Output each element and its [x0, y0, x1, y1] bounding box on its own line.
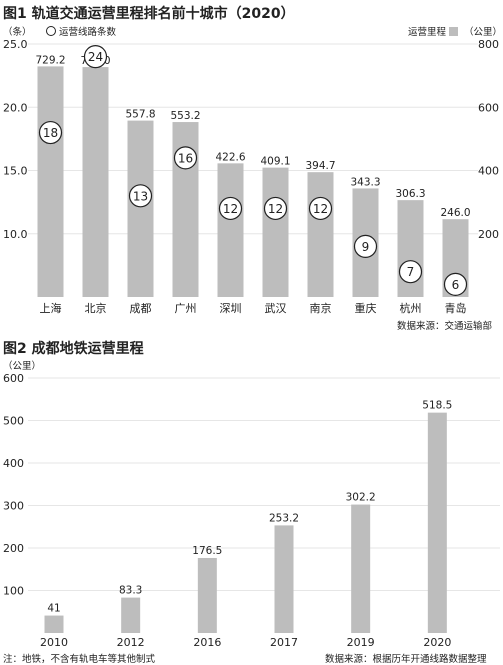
chart2-bar-value-label: 518.5: [422, 400, 452, 412]
chart1-line-count-marker: [308, 196, 333, 221]
chart1-legend-bars: 运营里程: [408, 24, 459, 38]
chart1-line-count-label: 6: [452, 278, 460, 292]
chart1-line-count-label: 13: [133, 189, 148, 203]
chart1-bar-value-label: 553.2: [170, 110, 200, 122]
chart2-bar-value-label: 83.3: [119, 585, 142, 597]
chart1-bar: [262, 167, 289, 297]
chart2-bar-value-label: 176.5: [192, 545, 222, 557]
chart2-y-tick-label: 600: [3, 372, 24, 385]
chart1-bar: [82, 67, 109, 298]
chart2-bar: [427, 412, 447, 633]
chart2-bar-value-label: 253.2: [269, 512, 299, 524]
chart2-category-label: 2020: [423, 636, 451, 649]
chart1-line-count-label: 12: [313, 202, 328, 216]
chart1-bar-value-label: 557.8: [125, 109, 155, 121]
chart2-y-tick-label: 200: [3, 542, 24, 555]
chart1-line-count-marker: [398, 260, 423, 284]
chart2-category-label: 2016: [193, 636, 221, 649]
chart1-line-count-label: 12: [223, 202, 238, 216]
chart1-bar-value-label: 246.0: [440, 207, 470, 219]
chart1-line-count-marker: [263, 196, 288, 221]
chart2-bar-value-label: 41: [47, 603, 60, 615]
chart1-bar-value-label: 729.2: [35, 54, 65, 66]
chart2-category-label: 2017: [270, 636, 298, 649]
chart1-legend-circles-label: 运营线路条数: [59, 27, 117, 38]
chart1-bar: [217, 163, 244, 297]
chart1-bar-value-label: 343.3: [350, 176, 380, 188]
chart2-source: 数据来源：根据历年开通线路数据整理: [325, 654, 487, 665]
chart1-line-count-label: 24: [88, 50, 103, 64]
chart1-category-label: 青岛: [445, 301, 467, 315]
chart1-right-tick-label: 200: [478, 228, 499, 241]
chart1-line-count-marker: [443, 272, 468, 296]
chart1-line-count-marker: [83, 45, 108, 69]
legend-circle-icon: [46, 26, 56, 36]
chart1-line-count-marker: [218, 196, 243, 221]
chart2-note: 注：地铁，不含有轨电车等其他制式: [3, 654, 156, 665]
chart2-category-label: 2012: [117, 636, 145, 649]
chart1-category-label: 重庆: [355, 301, 377, 315]
chart2-category-label: 2010: [40, 636, 68, 649]
chart2-bar: [121, 597, 141, 633]
chart1-source: 数据来源：交通运输部: [397, 321, 493, 332]
chart1-line-count-marker: [38, 120, 63, 145]
chart1-bar-value-label: 306.3: [395, 188, 425, 200]
chart1-category-label: 武汉: [265, 302, 287, 315]
chart1-line-count-label: 12: [268, 202, 283, 216]
chart1-line-count-marker: [353, 234, 378, 258]
chart1-category-label: 南京: [310, 301, 332, 315]
chart1-category-label: 北京: [85, 301, 107, 315]
chart1-bar: [127, 120, 154, 297]
chart2-bar: [351, 504, 371, 633]
chart1-bar: [307, 172, 334, 297]
chart2-y-tick-label: 100: [3, 585, 24, 598]
chart2-bar: [44, 615, 64, 633]
chart1-plot: 25.020.015.010.0800600400200729.218上海727…: [3, 38, 499, 315]
chart1-bar-value-label: 394.7: [305, 160, 335, 172]
chart1-title: 图1 轨道交通运营里程排名前十城市（2020）: [3, 6, 295, 22]
chart1-category-label: 上海: [40, 301, 62, 315]
chart2-bar-value-label: 302.2: [346, 492, 376, 504]
chart2-category-label: 2019: [347, 636, 375, 649]
chart1-left-tick-label: 15.0: [3, 165, 28, 178]
chart2-y-tick-label: 400: [3, 457, 24, 470]
chart1-line-count-label: 16: [178, 151, 193, 165]
chart2-y-tick-label: 500: [3, 415, 24, 428]
chart1-right-tick-label: 800: [478, 38, 499, 51]
chart2-title: 图2 成都地铁运营里程: [3, 341, 144, 357]
chart1-left-tick-label: 10.0: [3, 228, 28, 241]
chart1-category-label: 广州: [175, 302, 197, 315]
legend-bar-swatch-icon: [449, 27, 459, 36]
chart1-left-unit: （条）: [3, 27, 32, 38]
chart1-line-count-label: 7: [407, 265, 415, 279]
chart1-right-tick-label: 400: [478, 165, 499, 178]
chart1-legend-circles: 运营线路条数: [46, 24, 116, 38]
chart2-bar: [274, 525, 294, 633]
chart1-category-label: 成都: [130, 302, 152, 315]
chart2-y-tick-label: 300: [3, 500, 24, 513]
chart1-line-count-marker: [128, 184, 153, 208]
chart1-right-unit: （公里）: [464, 27, 503, 38]
chart1-bar-value-label: 422.6: [215, 151, 245, 163]
chart1-category-label: 深圳: [220, 302, 242, 315]
chart2-bar: [197, 557, 217, 633]
chart1-bar-value-label: 409.1: [260, 156, 290, 168]
chart1-line-count-label: 9: [362, 240, 370, 254]
chart1-left-tick-label: 25.0: [3, 38, 28, 51]
chart1-line-count-marker: [173, 146, 198, 170]
chart1-right-tick-label: 600: [478, 101, 499, 114]
chart1-category-label: 杭州: [400, 301, 422, 315]
chart1-left-tick-label: 20.0: [3, 101, 28, 114]
chart1-legend-bars-label: 运营里程: [408, 27, 447, 38]
chart1-bar: [37, 66, 64, 297]
chart2-ylabel: （公里）: [3, 361, 42, 372]
chart1-line-count-label: 18: [43, 126, 58, 140]
